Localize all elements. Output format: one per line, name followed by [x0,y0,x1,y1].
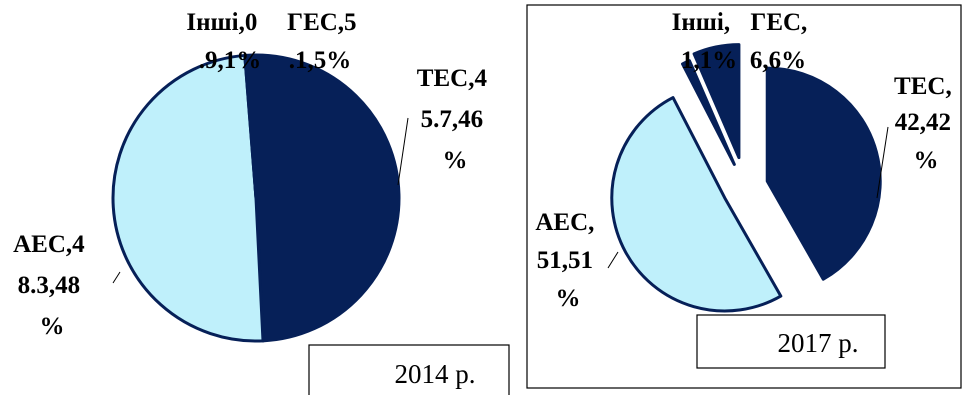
pie-slice-2014-1 [111,53,265,343]
data-label-2017-tes: ТЕС, 42,42 % [894,73,958,174]
pie-slice-2014-0 [254,53,401,343]
leader-line-aes-2014 [112,271,121,284]
leader-line-aes-2017 [607,251,619,269]
pie-2017 [610,43,882,313]
data-label-2014-inshi: Інші,0 .9,1% [186,9,263,74]
year-label-2014: 2014 р. [395,359,476,389]
data-label-2017-inshi: Інші, 1,1% [672,9,737,74]
year-box-2014: 2014 р. [308,344,510,395]
data-label-2017-ges: ГЕС, 6,6% [750,9,814,74]
pie-slice-2017-3 [692,43,741,160]
data-label-2014-ges: ГЕС,5 .1,5% [287,9,363,74]
pie-slice-2017-0 [765,66,882,281]
chart-2017-frame [526,4,962,389]
data-label-2014-tes: ТЕС,4 5.7,46 % [417,65,493,174]
data-label-2017-aes: АЕС, 51,51 % [535,209,600,312]
leader-line-tes-2014 [397,117,409,186]
leader-line-tes-2017 [876,126,889,199]
pie-slice-2014-3 [244,53,258,200]
pie-2014 [111,53,401,343]
pie-slice-2017-1 [610,96,783,313]
year-label-2017: 2017 р. [778,328,859,358]
data-label-2014-aes: АЕС,4 8.3,48 % [13,231,91,340]
year-box-2017: 2017 р. [696,314,886,369]
pie-slice-2017-2 [681,59,736,166]
